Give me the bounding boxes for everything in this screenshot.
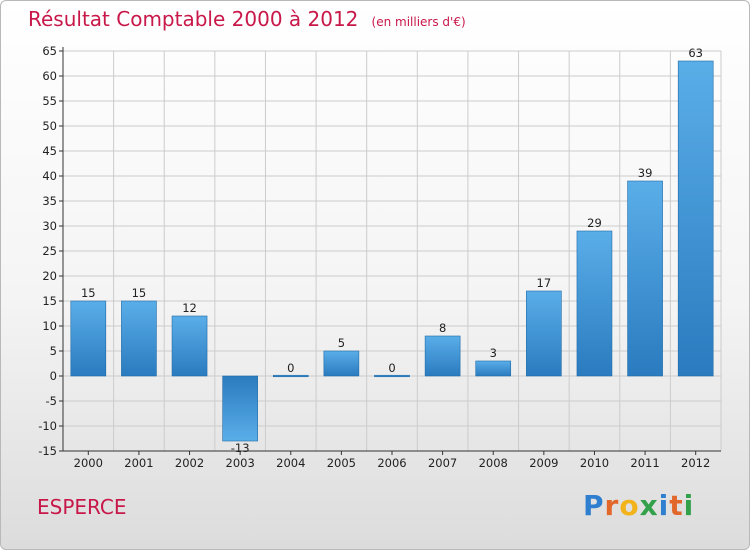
chart-subtitle: (en milliers d'€) (371, 15, 466, 29)
bar-2012 (677, 60, 714, 377)
x-tick-label: 2005 (327, 456, 356, 470)
x-tick-label: 2008 (479, 456, 508, 470)
bar-2010 (576, 230, 613, 377)
y-tick-label: 65 (42, 44, 57, 58)
x-tick-label: 2007 (428, 456, 457, 470)
bar-2000 (70, 300, 107, 377)
y-tick-label: 30 (42, 219, 57, 233)
bar-2003 (222, 375, 258, 442)
y-tick-label: 5 (50, 344, 57, 358)
x-tick-label: 2001 (124, 456, 153, 470)
bar-layer (70, 60, 714, 442)
value-label: 17 (537, 276, 552, 290)
value-label: 8 (439, 321, 446, 335)
logo-letter: x (639, 489, 659, 522)
proxiti-logo[interactable]: Proxiti (583, 489, 694, 522)
y-tick-label: 25 (42, 244, 57, 258)
y-tick-label: 20 (42, 269, 57, 283)
bar-2006 (374, 374, 410, 378)
value-label: 3 (490, 346, 497, 360)
value-label: 12 (182, 301, 197, 315)
x-tick-label: 2000 (74, 456, 103, 470)
bar-2005 (323, 350, 360, 377)
value-label: -13 (231, 441, 250, 455)
x-tick-label: 2012 (681, 456, 710, 470)
logo-letter: P (583, 489, 605, 522)
value-label: 39 (638, 166, 653, 180)
y-tick-label: 60 (42, 69, 57, 83)
x-tick-label: 2006 (377, 456, 406, 470)
y-tick-label: 40 (42, 169, 57, 183)
bar-2011 (627, 180, 663, 377)
commune-name: ESPERCE (37, 495, 127, 519)
logo-letter: i (683, 489, 695, 522)
bar-2007 (424, 335, 461, 377)
y-tick-label: -5 (46, 394, 57, 408)
axis-layer (59, 47, 721, 455)
y-tick-label: -15 (38, 444, 57, 458)
value-label: 0 (388, 361, 395, 375)
title-row: Résultat Comptable 2000 à 2012 (en milli… (28, 7, 466, 31)
y-tick-label: 35 (42, 194, 57, 208)
y-tick-label: 15 (42, 294, 57, 308)
x-tick-label: 2010 (580, 456, 609, 470)
bar-2008 (475, 360, 512, 377)
x-tick-label: 2004 (276, 456, 305, 470)
value-label: 0 (287, 361, 294, 375)
x-tick-label: 2011 (630, 456, 659, 470)
value-label: 63 (688, 46, 703, 60)
logo-letter: r (604, 489, 620, 522)
x-tick-label: 2002 (175, 456, 204, 470)
y-tick-label: 10 (42, 319, 57, 333)
x-tick-label: 2003 (226, 456, 255, 470)
y-tick-label: 45 (42, 144, 57, 158)
logo-letter: i (658, 489, 670, 522)
y-tick-label: 55 (42, 94, 57, 108)
bar-2004 (272, 374, 309, 378)
y-tick-label: 0 (50, 369, 57, 383)
y-tick-label: 50 (42, 119, 57, 133)
value-label: 15 (81, 286, 96, 300)
bar-2001 (121, 300, 157, 377)
bar-2009 (526, 290, 562, 377)
y-tick-label: -10 (38, 419, 57, 433)
chart-title: Résultat Comptable 2000 à 2012 (28, 7, 359, 31)
bar-2002 (171, 315, 208, 377)
value-label: 29 (587, 216, 602, 230)
logo-letter: o (619, 489, 640, 522)
value-label: 15 (132, 286, 147, 300)
grid-layer (62, 50, 722, 452)
logo-letter: t (669, 489, 684, 522)
label-layer: -15-10-505101520253035404550556065152000… (38, 44, 710, 470)
x-tick-label: 2009 (529, 456, 558, 470)
value-label: 5 (338, 336, 345, 350)
